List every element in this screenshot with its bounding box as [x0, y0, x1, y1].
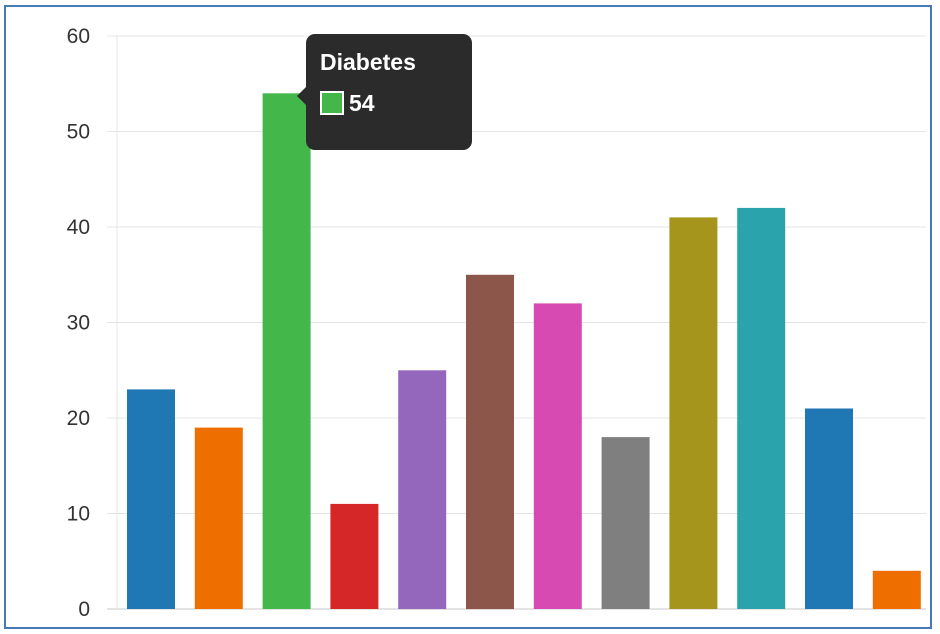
bar[interactable]: [263, 93, 311, 609]
y-tick-label: 40: [67, 216, 90, 239]
bar[interactable]: [737, 208, 785, 609]
y-tick-label: 10: [67, 503, 90, 526]
bar[interactable]: [873, 571, 921, 609]
bar-tooltip: Diabetes 54: [306, 34, 472, 150]
bar[interactable]: [534, 303, 582, 609]
y-tick-label: 0: [78, 598, 90, 621]
y-tick-label: 30: [67, 312, 90, 335]
bar[interactable]: [669, 217, 717, 609]
tooltip-color-swatch: [320, 91, 344, 115]
bar[interactable]: [805, 409, 853, 610]
bar[interactable]: [602, 437, 650, 609]
bar[interactable]: [195, 428, 243, 609]
y-tick-label: 20: [67, 407, 90, 430]
bar[interactable]: [330, 504, 378, 609]
tooltip-value: 54: [349, 90, 375, 116]
bar[interactable]: [398, 370, 446, 609]
tooltip-title: Diabetes: [320, 48, 458, 76]
bar[interactable]: [466, 275, 514, 609]
tooltip-row: 54: [320, 90, 458, 116]
y-axis-ticks: 0 10 20 30 40 50 60: [67, 25, 90, 621]
bar[interactable]: [127, 389, 175, 609]
y-tick-label: 50: [67, 121, 90, 144]
y-tick-label: 60: [67, 25, 90, 48]
bars: [127, 93, 921, 609]
